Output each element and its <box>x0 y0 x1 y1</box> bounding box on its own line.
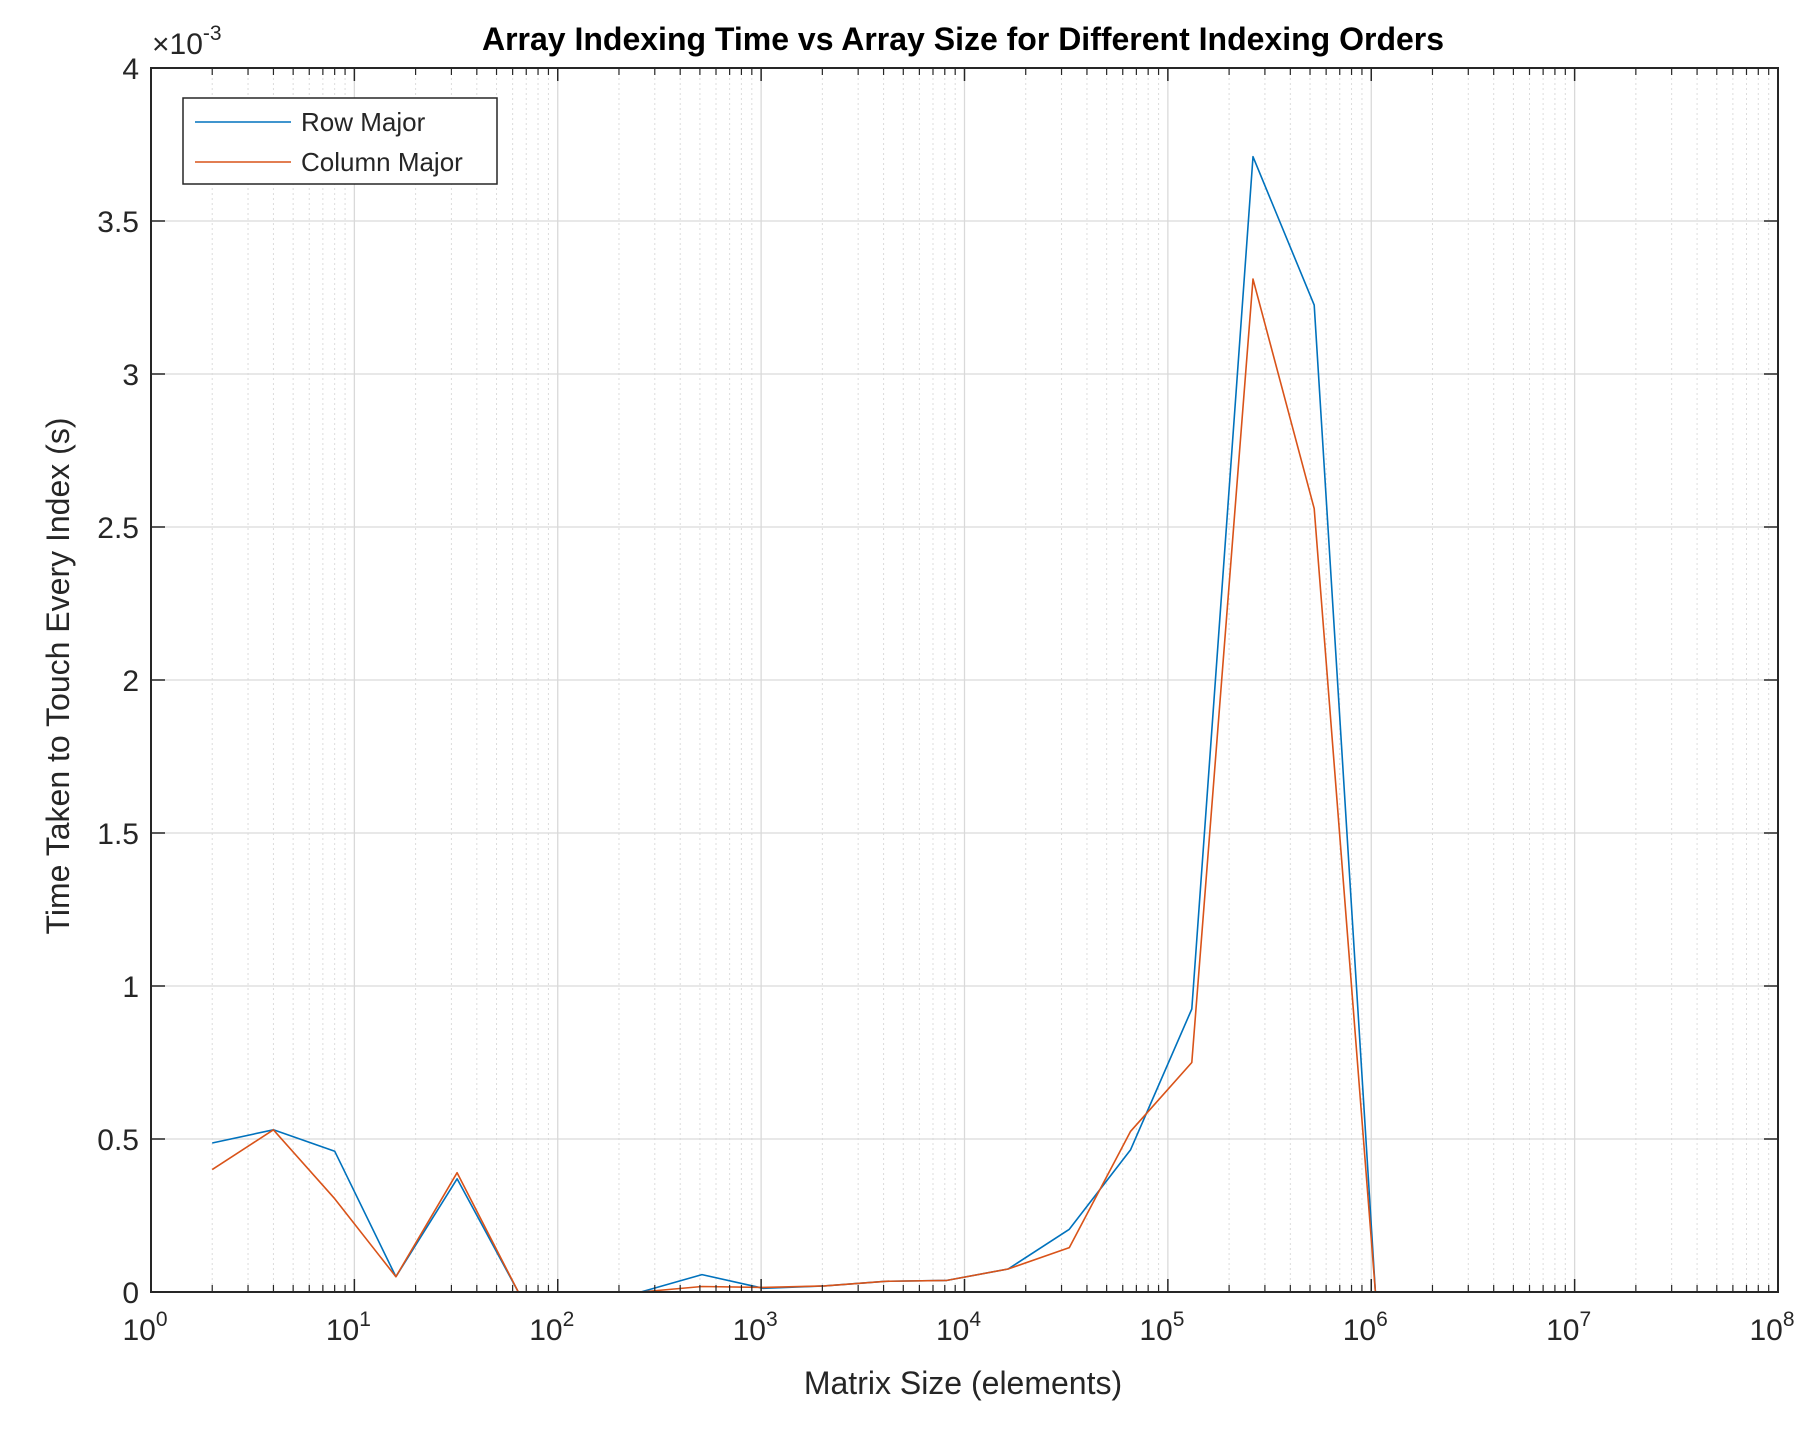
legend-label-column-major: Column Major <box>301 147 463 177</box>
series-line-row-major <box>212 155 1621 1293</box>
tick-labels: 100 101 102 103 104 105 106 107 108 0 0.5 1 1.5 2 2.5 3… <box>97 53 1794 1347</box>
x-tick-label: 104 <box>936 1308 981 1347</box>
series-line-column-major <box>211 278 1621 1293</box>
y-tick-label: 0 <box>122 1277 139 1310</box>
x-tick-label: 105 <box>1139 1308 1184 1347</box>
y-tick-label: 2.5 <box>97 512 139 545</box>
x-tick-label: 103 <box>733 1308 778 1347</box>
y-tick-label: 4 <box>122 53 139 86</box>
x-tick-label: 101 <box>326 1308 371 1347</box>
x-tick-label: 100 <box>122 1308 167 1347</box>
series-lines <box>211 155 1621 1293</box>
legend: Row Major Column Major <box>182 97 498 185</box>
x-tick-label: 108 <box>1749 1308 1794 1347</box>
chart-title: Array Indexing Time vs Array Size for Di… <box>482 21 1444 57</box>
legend-box <box>182 97 498 185</box>
legend-label-row-major: Row Major <box>301 107 426 137</box>
y-tick-label: 1.5 <box>97 818 139 851</box>
x-axis-label: Matrix Size (elements) <box>804 1365 1122 1401</box>
y-tick-label: 2 <box>122 665 139 698</box>
x-tick-label: 106 <box>1343 1308 1388 1347</box>
y-tick-label: 3.5 <box>97 206 139 239</box>
y-tick-label: 3 <box>122 359 139 392</box>
y-tick-label: 0.5 <box>97 1124 139 1157</box>
axis-ticks <box>150 67 1779 1293</box>
grid-lines <box>151 68 1778 1292</box>
y-axis-exponent: ×10-3 <box>152 22 222 61</box>
y-tick-label: 1 <box>122 971 139 1004</box>
y-axis-label: Time Taken to Touch Every Index (s) <box>40 418 76 935</box>
x-tick-label: 107 <box>1546 1308 1591 1347</box>
x-tick-label: 102 <box>529 1308 574 1347</box>
